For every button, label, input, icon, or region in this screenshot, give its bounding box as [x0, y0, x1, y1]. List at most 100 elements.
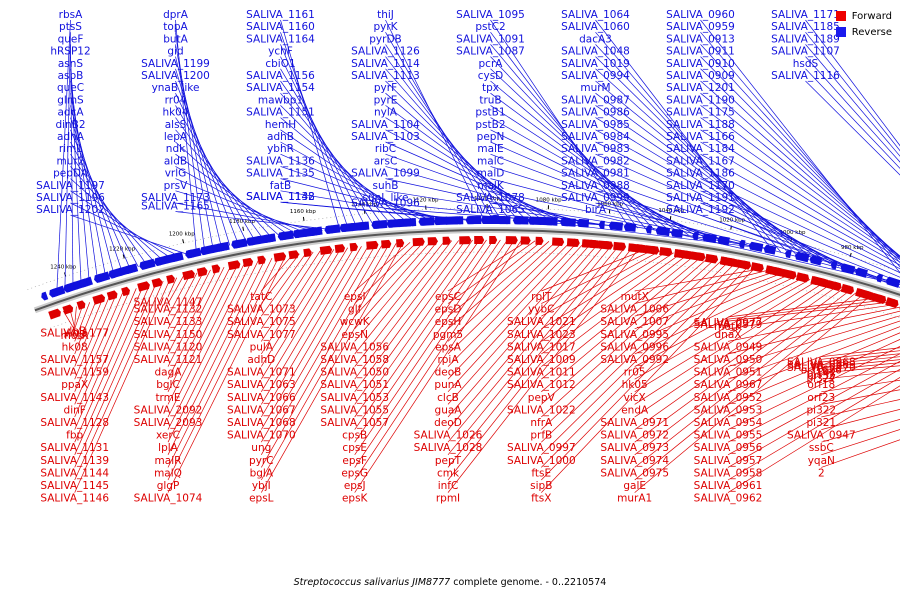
scale-tick-label: 1200 kbp — [169, 231, 195, 237]
label-leader-line — [447, 240, 529, 292]
label-leader-line — [700, 141, 900, 263]
label-leader-line — [175, 68, 231, 246]
label-leader-line — [821, 370, 900, 380]
label-leader-line — [354, 239, 487, 430]
gene-label: dinF — [64, 404, 86, 416]
gene-label: SALIVA_1028 — [414, 442, 483, 454]
gene-label: deoD — [434, 417, 462, 429]
gene-label: SALIVA_1143 — [40, 392, 109, 404]
label-leader-line — [260, 247, 349, 392]
forward-gene — [427, 237, 438, 246]
label-leader-line — [167, 265, 232, 392]
label-leader-line — [354, 240, 515, 481]
gene-label: SALIVA_0947 — [787, 430, 856, 442]
gene-arrow — [227, 260, 241, 271]
gene-arrow — [802, 273, 810, 283]
gene-label: SALIVA_1064 — [561, 9, 630, 21]
reverse-gene — [840, 263, 856, 275]
gene-label: SALIVA_0969 — [787, 359, 856, 371]
reverse-gene — [576, 218, 590, 228]
caption-rest: complete genome. - 0..2210574 — [450, 577, 607, 588]
forward-gene — [288, 250, 299, 260]
label-leader-line — [167, 257, 273, 468]
forward-gene — [381, 239, 392, 249]
gene-arrow — [738, 239, 746, 249]
gene-label: SALIVA_1063 — [227, 379, 296, 391]
gene-label: ndk — [166, 143, 186, 155]
gene-label: adhB — [267, 131, 294, 143]
label-leader-line — [354, 239, 480, 418]
gene-label: SALIVA_1073 — [227, 304, 296, 316]
gene-label: adcA — [57, 107, 84, 119]
forward-gene — [891, 299, 899, 309]
label-leader-line — [634, 271, 777, 317]
label-leader-line — [634, 280, 817, 393]
gene-label: SALIVA_1146 — [40, 493, 109, 505]
label-leader-line — [354, 239, 473, 405]
gene-arrow — [366, 240, 379, 250]
label-leader-line — [385, 178, 596, 225]
label-leader-line — [447, 241, 550, 330]
gene-label: rpiA — [437, 354, 459, 366]
reverse-gene — [450, 216, 461, 225]
gene-label: murM — [580, 82, 610, 94]
gene-label: nfrA — [530, 417, 553, 429]
label-leader-line — [385, 92, 536, 222]
reverse-gene — [551, 217, 558, 226]
label-leader-line — [727, 326, 900, 393]
label-leader-line — [385, 19, 485, 221]
label-leader-line — [74, 302, 91, 342]
gene-arrow — [482, 215, 495, 225]
reverse-gene — [279, 230, 294, 241]
gene-label: pyrDB — [369, 33, 401, 45]
gene-label: hk04 — [162, 107, 188, 119]
gene-label: SALIVA_0957 — [694, 455, 763, 467]
gene-label: SALIVA_1135 — [246, 168, 315, 180]
label-leader-line — [354, 240, 439, 342]
gene-label: epsI — [344, 291, 366, 303]
gene-label: suhB — [373, 180, 399, 192]
gene-label: arsC — [374, 155, 398, 167]
label-leader-line — [595, 19, 773, 251]
label-leader-line — [727, 353, 900, 443]
label-leader-line — [70, 202, 180, 257]
gene-arrow — [604, 241, 614, 250]
gene-label: SALIVA_1138 — [246, 191, 315, 203]
gene-label: SALIVA_0986 — [561, 107, 630, 119]
gene-label: SALIVA_0972 — [600, 430, 669, 442]
gene-arrow — [818, 277, 830, 288]
gene-arrow — [589, 239, 601, 249]
forward-gene — [366, 240, 379, 250]
label-leader-line — [167, 269, 211, 355]
gene-label: SALIVA_1048 — [561, 46, 630, 58]
gene-label: dacA3 — [579, 33, 612, 45]
label-leader-line — [805, 44, 900, 157]
gene-label: ylbB — [63, 326, 86, 338]
label-leader-line — [805, 31, 900, 152]
label-leader-line — [447, 244, 598, 418]
label-leader-line — [167, 268, 218, 367]
scale-tick-label: 1240 kbp — [50, 265, 76, 271]
gene-label: SALIVA_1154 — [246, 82, 315, 94]
gene-label: alsS — [165, 119, 187, 131]
gene-label: malR — [155, 455, 182, 467]
label-leader-line — [74, 286, 144, 443]
gene-label: SALIVA_1185 — [771, 21, 840, 33]
gene-label: SALIVA_1000 — [507, 455, 576, 467]
scale-tick-label: 1180 kbp — [229, 219, 255, 225]
gene-label: SALIVA_0995 — [600, 329, 669, 341]
label-leader-line — [700, 19, 900, 274]
gene-arrow — [877, 294, 887, 305]
gene-arrow — [474, 235, 485, 245]
gene-label: SALIVA_1132 — [134, 304, 203, 316]
forward-gene — [48, 308, 61, 320]
label-leader-line — [354, 239, 466, 393]
label-leader-line — [167, 261, 252, 430]
gene-label: rplT — [531, 291, 552, 303]
gene-arrow — [773, 267, 784, 277]
label-leader-line — [260, 244, 383, 455]
gene-arrow — [840, 263, 856, 275]
gene-label: xerC — [156, 430, 180, 442]
gene-arrow — [196, 267, 208, 277]
